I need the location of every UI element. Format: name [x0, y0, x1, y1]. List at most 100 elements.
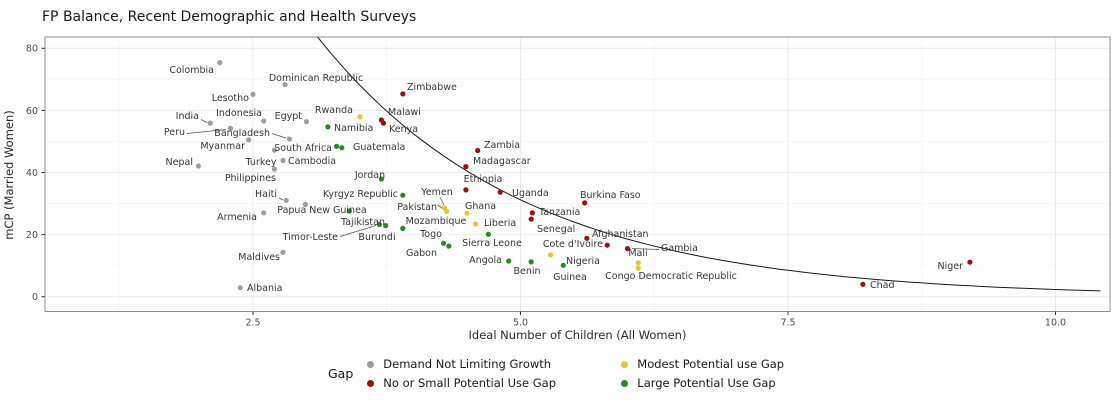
point-armenia	[261, 210, 267, 216]
label-yemen: Yemen	[420, 187, 453, 198]
label-sierra-leone: Sierra Leone	[462, 238, 522, 249]
legend-item-large: Large Potential Use Gap	[621, 376, 784, 390]
label-turkey: Turkey	[245, 157, 277, 168]
point-togo	[440, 240, 447, 246]
leader-line-haiti	[278, 197, 284, 201]
leader-line-peru	[186, 129, 227, 134]
label-timor-leste: Timor-Leste	[282, 232, 339, 243]
legend: Gap Demand Not Limiting Growth Modest Pot…	[328, 357, 784, 390]
legend-label-demand: Demand Not Limiting Growth	[383, 357, 552, 371]
label-congo-democratic-republic: Congo Democratic Republic	[605, 271, 737, 282]
point-cote-d-ivoire	[604, 242, 610, 248]
legend-dot-modest	[621, 360, 629, 368]
point-madagascar	[463, 164, 469, 170]
legend-label-large: Large Potential Use Gap	[637, 376, 776, 390]
point-kyrgyz-republic	[400, 192, 406, 198]
label-angola: Angola	[469, 255, 502, 266]
label-nepal: Nepal	[166, 157, 193, 168]
label-myanmar: Myanmar	[200, 141, 245, 152]
point-nepal	[195, 163, 201, 169]
point-guinea	[560, 262, 566, 268]
point-burundi	[383, 223, 389, 229]
label-tajikistan: Tajikistan	[340, 217, 385, 228]
label-cote-d-ivoire: Cote d'Ivoire	[543, 239, 603, 250]
label-dominican-republic: Dominican Republic	[269, 73, 363, 84]
point-burkina-faso	[582, 200, 588, 206]
label-tanzania: Tanzania	[538, 207, 580, 218]
label-haiti: Haiti	[255, 189, 277, 200]
label-senegal: Senegal	[537, 224, 575, 235]
point-afghanistan	[584, 235, 590, 241]
point-haiti	[283, 197, 289, 203]
point-turkey	[271, 147, 277, 153]
leader-line-yemen	[439, 196, 445, 206]
point-dominican-republic	[282, 82, 288, 88]
label-chad: Chad	[870, 280, 895, 291]
legend-dot-large	[621, 379, 629, 387]
point-mozambique	[400, 225, 406, 231]
point-india	[207, 120, 213, 126]
point-gabon	[446, 243, 452, 249]
point-rwanda	[357, 114, 363, 120]
x-tick-label: 7.5	[780, 318, 795, 329]
label-malawi: Malawi	[388, 107, 421, 118]
label-egypt: Egypt	[275, 111, 303, 122]
label-bangladesh: Bangladesh	[214, 128, 270, 139]
point-bangladesh	[286, 136, 292, 142]
leader-line-gambia	[631, 248, 660, 250]
label-togo: Togo	[419, 229, 442, 240]
x-axis-title: Ideal Number of Children (All Women)	[468, 328, 687, 342]
y-tick-label: 40	[26, 168, 38, 179]
legend-label-modest: Modest Potential use Gap	[637, 357, 785, 371]
legend-item-modest: Modest Potential use Gap	[621, 357, 784, 371]
leader-line-timor-leste	[339, 225, 377, 237]
chart-title: FP Balance, Recent Demographic and Healt…	[42, 9, 417, 25]
label-guinea: Guinea	[553, 272, 587, 283]
point-colombia	[217, 60, 223, 66]
point-kenya	[380, 120, 387, 126]
x-tick-label: 5.0	[513, 318, 528, 329]
label-zambia: Zambia	[484, 140, 520, 151]
point-cambodia	[280, 157, 286, 163]
label-niger: Niger	[937, 261, 963, 272]
legend-item-demand: Demand Not Limiting Growth	[367, 357, 615, 371]
point-nigeria	[547, 252, 554, 258]
point-ghana	[464, 210, 470, 216]
label-peru: Peru	[164, 127, 185, 138]
label-kenya: Kenya	[389, 124, 418, 135]
legend-dot-no_small	[367, 379, 375, 387]
point-philippines	[271, 166, 277, 172]
point-tajikistan	[346, 208, 352, 214]
label-uganda: Uganda	[512, 188, 549, 199]
label-namibia: Namibia	[334, 123, 373, 134]
label-south-africa: South Africa	[274, 143, 332, 154]
label-mozambique: Mozambique	[406, 216, 467, 227]
label-papua-new-guinea: Papua New Guinea	[277, 205, 366, 216]
legend-item-no_small: No or Small Potential Use Gap	[367, 376, 615, 390]
legend-title: Gap	[328, 366, 354, 381]
point-namibia	[325, 124, 331, 130]
y-axis-title: mCP (Married Women)	[2, 110, 16, 240]
x-tick-label: 10.0	[1045, 318, 1066, 329]
label-albania: Albania	[247, 283, 282, 294]
label-mali: Mali	[628, 248, 647, 259]
label-kyrgyz-republic: Kyrgyz Republic	[323, 189, 398, 200]
label-madagascar: Madagascar	[473, 156, 531, 167]
label-colombia: Colombia	[169, 65, 214, 76]
y-tick-label: 60	[26, 106, 38, 117]
point-pakistan	[444, 208, 450, 214]
y-tick-label: 20	[26, 230, 38, 241]
point-zimbabwe	[400, 91, 406, 97]
label-afghanistan: Afghanistan	[592, 229, 649, 240]
point-guatemala	[339, 145, 345, 151]
legend-dot-demand	[367, 360, 375, 368]
label-pakistan: Pakistan	[397, 202, 437, 213]
label-armenia: Armenia	[217, 212, 257, 223]
point-indonesia	[261, 118, 267, 124]
point-uganda	[497, 189, 503, 195]
label-lesotho: Lesotho	[212, 93, 249, 104]
point-sierra-leone	[485, 231, 491, 237]
label-benin: Benin	[513, 266, 540, 277]
x-tick-label: 2.5	[245, 318, 260, 329]
label-rwanda: Rwanda	[315, 105, 353, 116]
